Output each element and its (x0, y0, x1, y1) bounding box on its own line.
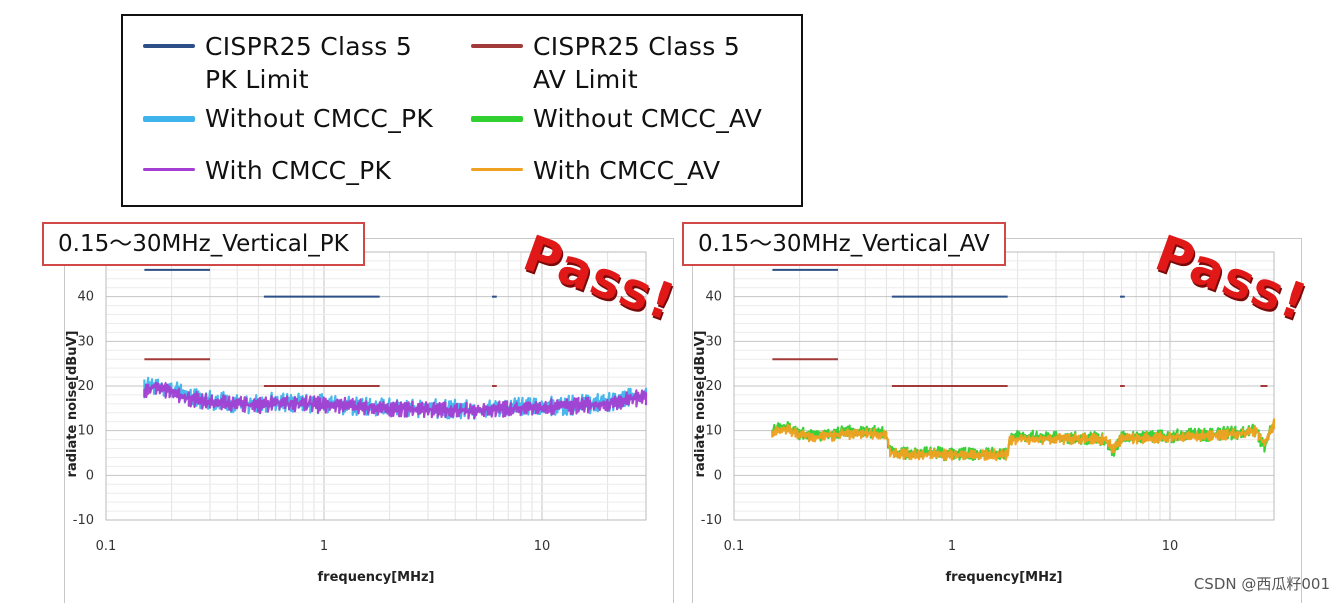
series-line (771, 420, 1276, 462)
y-tick-label: 0 (86, 468, 94, 483)
x-tick-label: 1 (320, 539, 328, 554)
limit-line-group (144, 268, 640, 298)
chart-title-av: 0.15～30MHz_Vertical_AV (682, 222, 1006, 266)
legend-label-without-cmcc-pk: Without CMCC_PK (205, 104, 434, 133)
legend-swatch-pk-limit (143, 44, 195, 48)
legend-swatch-with-cmcc-pk (143, 168, 195, 171)
legend-label-pk-limit: CISPR25 Class 5 PK Limit (205, 32, 413, 94)
y-tick-label: 40 (77, 290, 94, 305)
legend-swatch-av-limit (471, 44, 523, 48)
x-axis-label: frequency[MHz] (318, 570, 435, 585)
y-tick-label: 20 (705, 379, 722, 394)
chart-panel-av: -10 0 10 20 30 40 0.1 1 10 frequency[MHz] radiate … (670, 222, 1315, 603)
x-tick-label: 0.1 (96, 539, 117, 554)
legend-swatch-without-cmcc-pk (143, 116, 195, 122)
legend-label-av-limit: CISPR25 Class 5 AV Limit (533, 32, 741, 94)
limit-line-group (772, 268, 1268, 298)
y-tick-label: -10 (701, 513, 722, 528)
y-tick-label: 10 (705, 424, 722, 439)
legend-label-with-cmcc-av: With CMCC_AV (533, 156, 721, 185)
chart-plot-pk: -10 0 10 20 30 40 0.1 1 10 frequency[MHz] radiate … (65, 251, 648, 585)
y-tick-label: 20 (77, 379, 94, 394)
y-tick-label: 30 (705, 334, 722, 349)
x-tick-label: 1 (948, 539, 956, 554)
y-tick-label: 10 (77, 424, 94, 439)
legend-swatch-without-cmcc-av (471, 116, 523, 122)
y-tick-label: 0 (714, 468, 722, 483)
limit-line-group (144, 358, 497, 387)
series-line (771, 418, 1276, 462)
legend-item-without-cmcc-av: Without CMCC_AV (471, 102, 762, 135)
legend-item-pk-limit: CISPR25 Class 5 PK Limit (143, 30, 412, 96)
legend-label-without-cmcc-av: Without CMCC_AV (533, 104, 763, 133)
legend-item-av-limit: CISPR25 Class 5 AV Limit (471, 30, 740, 96)
y-axis-label: radiate noise[dBuV] (65, 331, 80, 478)
y-tick-label: -10 (73, 513, 94, 528)
legend-swatch-with-cmcc-av (471, 168, 523, 171)
legend-item-without-cmcc-pk: Without CMCC_PK (143, 102, 433, 135)
chart-plot-av: -10 0 10 20 30 40 0.1 1 10 frequency[MHz] radiate … (693, 251, 1276, 585)
x-tick-label: 10 (534, 539, 551, 554)
series-line (143, 381, 648, 420)
legend-item-with-cmcc-av: With CMCC_AV (471, 154, 720, 187)
panel-frame (64, 238, 674, 603)
chart-panel-pk: -10 0 10 20 30 40 0.1 1 10 frequency[MHz] radiate … (42, 222, 683, 603)
y-tick-label: 30 (77, 334, 94, 349)
y-axis-label: radiate noise[dBuV] (693, 331, 708, 478)
legend-item-with-cmcc-pk: With CMCC_PK (143, 154, 391, 187)
chart-title-pk: 0.15～30MHz_Vertical_PK (42, 222, 365, 266)
chart-legend: CISPR25 Class 5 PK Limit CISPR25 Class 5… (121, 14, 803, 207)
y-tick-label: 40 (705, 290, 722, 305)
legend-label-with-cmcc-pk: With CMCC_PK (205, 156, 392, 185)
plot-area-border (105, 251, 647, 521)
x-tick-label: 10 (1162, 539, 1179, 554)
x-tick-label: 0.1 (724, 539, 745, 554)
limit-line-group (772, 358, 1268, 387)
x-axis-label: frequency[MHz] (946, 570, 1063, 585)
watermark: CSDN @西瓜籽001 (1193, 575, 1330, 593)
